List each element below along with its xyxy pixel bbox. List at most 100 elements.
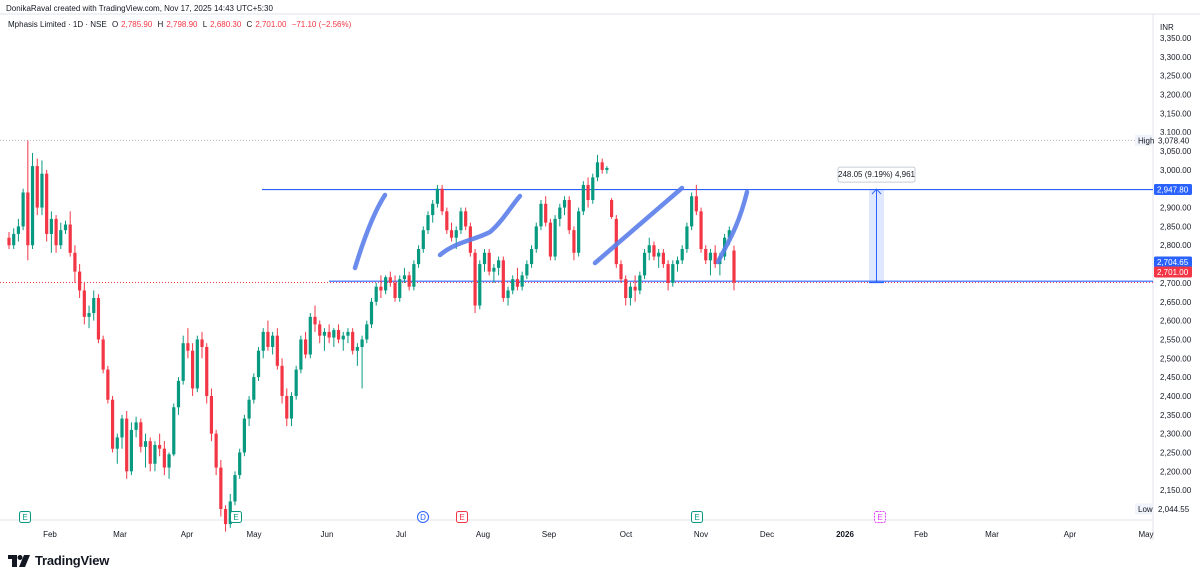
candle[interactable] [497, 256, 501, 276]
candle[interactable] [426, 211, 430, 234]
candle[interactable] [440, 184, 444, 216]
candle[interactable] [308, 313, 312, 359]
symbol-name[interactable]: Mphasis Limited · 1D · NSE [8, 20, 107, 29]
candle[interactable] [332, 328, 336, 347]
candle[interactable] [412, 260, 416, 291]
candle[interactable] [167, 452, 171, 479]
candle[interactable] [388, 271, 392, 287]
candle[interactable] [666, 260, 670, 291]
candle[interactable] [271, 331, 275, 355]
candle[interactable] [600, 158, 604, 174]
candle[interactable] [384, 275, 388, 295]
candle[interactable] [341, 331, 345, 351]
candle[interactable] [303, 331, 308, 359]
candle[interactable] [209, 388, 214, 442]
candle[interactable] [365, 320, 369, 344]
candle[interactable] [699, 207, 703, 253]
candle[interactable] [431, 200, 435, 223]
candle[interactable] [464, 207, 468, 231]
candle[interactable] [614, 215, 618, 268]
candle[interactable] [529, 245, 534, 268]
candle[interactable] [647, 237, 651, 261]
candle[interactable] [525, 260, 529, 280]
candle[interactable] [595, 154, 600, 182]
candle[interactable] [449, 222, 454, 242]
candle[interactable] [638, 271, 642, 295]
candle[interactable] [115, 433, 119, 464]
candle[interactable] [624, 275, 628, 306]
tradingview-logo[interactable]: TradingView [8, 553, 109, 568]
candle[interactable] [336, 324, 341, 344]
candle[interactable] [558, 203, 562, 227]
candle[interactable] [619, 260, 623, 283]
event-marker-earnings[interactable]: E [691, 511, 703, 523]
candle[interactable] [591, 173, 595, 204]
candle[interactable] [435, 184, 440, 208]
event-marker-dividend[interactable]: D [417, 511, 429, 523]
candle[interactable] [327, 324, 331, 344]
candle[interactable] [562, 196, 567, 216]
candle[interactable] [214, 429, 218, 476]
candle[interactable] [285, 388, 289, 427]
candle[interactable] [139, 418, 143, 453]
candle[interactable] [680, 245, 684, 265]
candle[interactable] [661, 249, 665, 268]
candle[interactable] [162, 441, 166, 476]
candle[interactable] [73, 245, 77, 283]
candle[interactable] [421, 226, 425, 253]
candle[interactable] [642, 249, 647, 280]
candle[interactable] [322, 328, 327, 351]
candle[interactable] [708, 249, 713, 276]
candle[interactable] [200, 331, 204, 359]
candle[interactable] [704, 245, 708, 265]
candle[interactable] [713, 245, 717, 268]
candle[interactable] [125, 411, 129, 479]
candle[interactable] [544, 196, 548, 227]
candle[interactable] [82, 282, 86, 325]
candle[interactable] [482, 249, 487, 272]
candle[interactable] [520, 271, 524, 291]
candle[interactable] [172, 403, 176, 457]
candle[interactable] [54, 215, 58, 253]
candle[interactable] [657, 249, 661, 268]
candle[interactable] [59, 222, 63, 250]
candle[interactable] [45, 169, 49, 242]
candle[interactable] [694, 184, 698, 216]
candle[interactable] [473, 249, 477, 314]
candle[interactable] [605, 166, 609, 174]
candle[interactable] [110, 395, 115, 453]
candle[interactable] [492, 264, 496, 283]
candle[interactable] [134, 416, 138, 438]
candle[interactable] [247, 395, 251, 427]
candle[interactable] [181, 335, 185, 385]
candle[interactable] [671, 260, 675, 287]
candle[interactable] [515, 267, 520, 291]
candle[interactable] [393, 275, 397, 302]
candle[interactable] [407, 271, 411, 291]
candle[interactable] [379, 275, 383, 298]
candle[interactable] [40, 160, 44, 216]
candle[interactable] [398, 275, 402, 302]
candle[interactable] [92, 290, 96, 321]
candle[interactable] [233, 471, 237, 506]
candle[interactable] [732, 245, 736, 291]
candle[interactable] [586, 177, 590, 208]
candle[interactable] [30, 152, 35, 250]
candle[interactable] [369, 297, 374, 329]
candle[interactable] [219, 460, 223, 517]
candle[interactable] [675, 256, 680, 272]
candle[interactable] [261, 328, 265, 359]
candle[interactable] [652, 241, 656, 261]
candle[interactable] [416, 245, 421, 268]
candle[interactable] [445, 207, 449, 234]
candle[interactable] [360, 335, 364, 389]
candle[interactable] [506, 286, 510, 306]
candle[interactable] [355, 343, 359, 366]
candle[interactable] [553, 215, 557, 261]
candle[interactable] [186, 328, 190, 359]
candle[interactable] [12, 228, 16, 250]
event-marker-earnings-miss[interactable]: E [456, 511, 468, 523]
candle[interactable] [256, 346, 261, 381]
candle[interactable] [275, 328, 279, 370]
